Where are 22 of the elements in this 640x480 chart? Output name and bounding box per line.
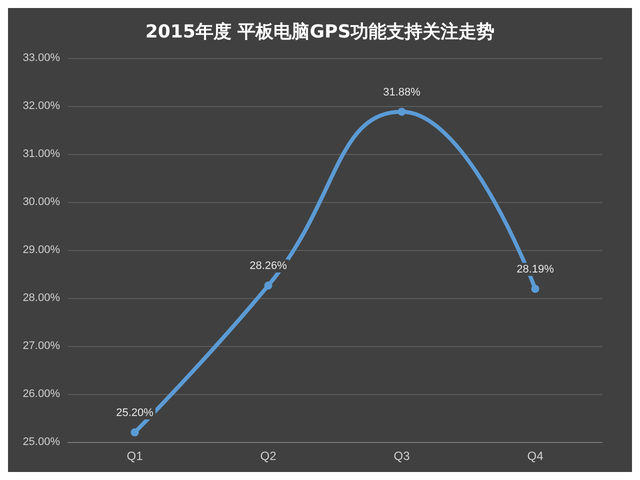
chart-title: 2015年度 平板电脑GPS功能支持关注走势	[145, 22, 495, 42]
data-label: 28.19%	[516, 263, 554, 276]
x-tick-label: Q3	[394, 449, 410, 463]
y-tick-label: 31.00%	[22, 148, 60, 160]
y-tick-label: 25.00%	[22, 436, 60, 448]
point	[264, 282, 272, 290]
data-label: 28.26%	[250, 260, 288, 272]
point	[531, 284, 540, 293]
x-tick-label: Q4	[527, 449, 544, 463]
y-tick-label: 27.00%	[22, 340, 60, 352]
y-tick-label: 30.00%	[22, 196, 60, 208]
y-tick-label: 28.00%	[22, 292, 60, 304]
y-tick-label: 29.00%	[22, 244, 60, 256]
x-tick-label: Q1	[126, 449, 144, 463]
y-tick-label: 33.00%	[22, 52, 60, 64]
x-tick-label: Q2	[260, 449, 277, 463]
data-label: 25.20%	[116, 406, 154, 419]
point	[130, 428, 139, 436]
point	[398, 108, 406, 116]
data-label: 31.88%	[383, 86, 421, 98]
y-tick-label: 32.00%	[22, 100, 60, 112]
y-tick-label: 26.00%	[22, 388, 60, 400]
